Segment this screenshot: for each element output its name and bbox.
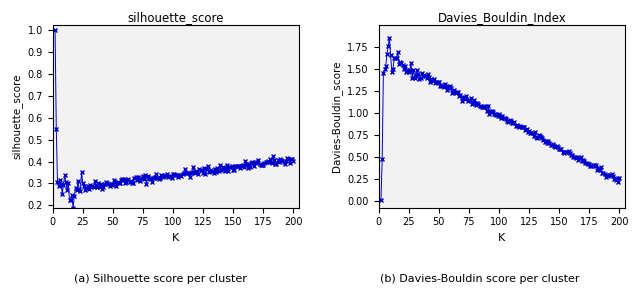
Text: (b) Davies-Bouldin score per cluster: (b) Davies-Bouldin score per cluster — [380, 274, 580, 284]
Title: Davies_Bouldin_Index: Davies_Bouldin_Index — [438, 11, 566, 24]
Text: (a) Silhouette score per cluster: (a) Silhouette score per cluster — [74, 274, 246, 284]
Y-axis label: Davies-Bouldin_score: Davies-Bouldin_score — [331, 61, 342, 172]
Y-axis label: silhouette_score: silhouette_score — [11, 74, 22, 159]
Title: silhouette_score: silhouette_score — [128, 11, 224, 24]
X-axis label: K: K — [172, 233, 180, 243]
X-axis label: K: K — [498, 233, 506, 243]
